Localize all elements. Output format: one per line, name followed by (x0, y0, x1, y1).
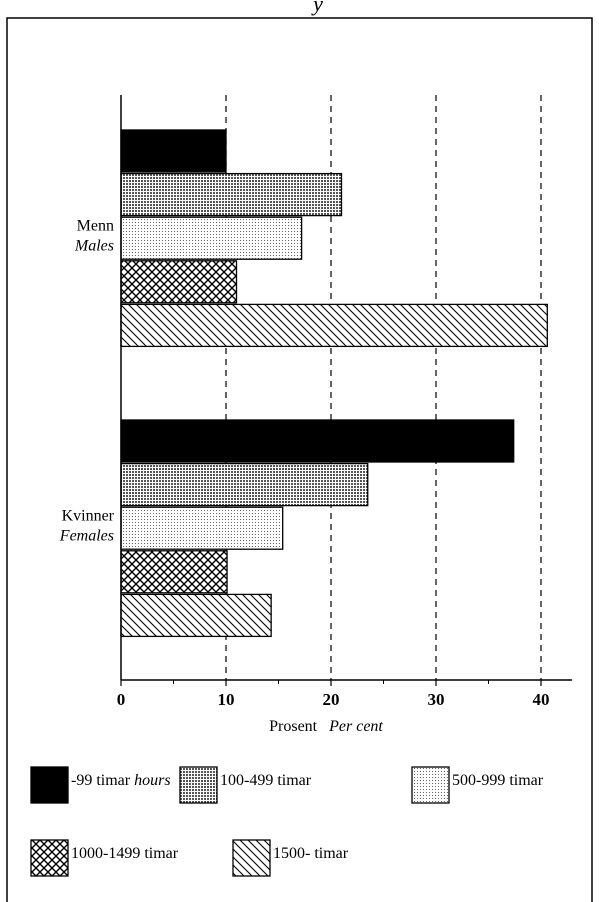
bar (120, 550, 228, 594)
legend-label: 500-999 timar (452, 772, 544, 789)
legend-unit: hours (134, 772, 170, 789)
legend-label: 1000-1499 timar (71, 845, 179, 862)
legend-swatch (179, 766, 218, 804)
legend-name: 100-499 timar (220, 772, 312, 789)
x-axis-label: Prosent Per cent (269, 718, 383, 735)
legend-name: -99 timar (71, 772, 131, 789)
legend-swatch (411, 766, 450, 804)
chart-title: y (311, 0, 323, 16)
legend-label: -99 timar hours (71, 772, 171, 789)
category-label-en: Females (59, 528, 114, 545)
bar (120, 216, 303, 260)
bar (120, 303, 548, 348)
bar (120, 419, 515, 463)
x-tick-label: 20 (323, 690, 340, 709)
legend-name: 500-999 timar (452, 772, 544, 789)
legend-name: 1500- timar (273, 845, 349, 862)
x-tick-label: 10 (218, 690, 235, 709)
frame (6, 17, 593, 902)
x-tick-label: 0 (117, 690, 126, 709)
category-label: Kvinner (62, 508, 115, 525)
bar (120, 129, 227, 173)
legend-swatch (30, 766, 69, 804)
x-axis-label-en: Per cent (328, 718, 383, 735)
bar (120, 260, 238, 304)
x-axis-label-no: Prosent (269, 718, 318, 735)
bar (120, 506, 284, 550)
category-label: Menn (77, 218, 114, 235)
legend-label: 1500- timar (273, 845, 349, 862)
bar (120, 462, 369, 507)
legend-name: 1000-1499 timar (71, 845, 179, 862)
legend-swatch (232, 839, 271, 877)
x-tick-label: 40 (533, 690, 550, 709)
x-tick-label: 30 (428, 690, 445, 709)
bar (120, 593, 272, 638)
category-label-en: Males (74, 238, 114, 255)
bar (120, 172, 343, 217)
legend-swatch (30, 839, 69, 877)
legend-label: 100-499 timar (220, 772, 312, 789)
